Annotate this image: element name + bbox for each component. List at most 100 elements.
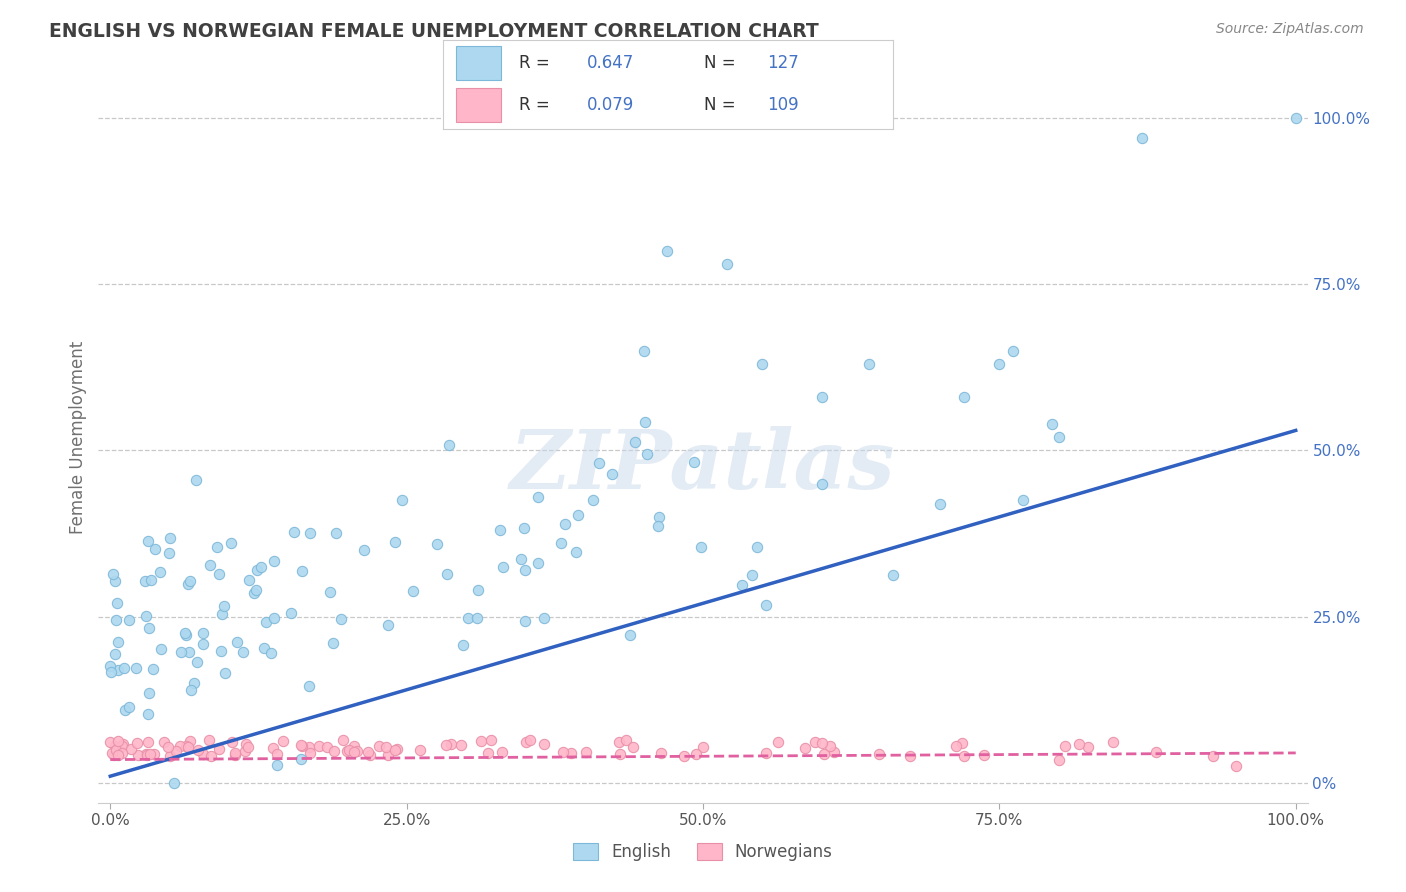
Point <box>291 564 314 578</box>
Point <box>467 611 489 625</box>
Point <box>163 776 186 790</box>
Point <box>107 734 129 748</box>
Point <box>157 546 180 560</box>
Point <box>153 734 176 748</box>
Point <box>177 739 200 754</box>
Point <box>107 595 129 609</box>
Point <box>224 747 246 762</box>
Point <box>385 742 408 756</box>
Point <box>107 748 129 763</box>
Point <box>519 733 541 747</box>
Point <box>513 521 536 535</box>
Point <box>359 748 381 763</box>
Point <box>224 746 246 760</box>
Point <box>1001 343 1024 358</box>
Point <box>1285 111 1308 125</box>
Point <box>479 732 502 747</box>
Point <box>184 473 207 487</box>
Y-axis label: Female Unemployment: Female Unemployment <box>69 341 87 533</box>
Point <box>367 739 389 754</box>
Text: 127: 127 <box>766 54 799 72</box>
Point <box>107 663 129 677</box>
Point <box>575 745 598 759</box>
Point <box>290 751 312 765</box>
Point <box>554 516 576 531</box>
Point <box>290 739 312 754</box>
Point <box>238 573 260 587</box>
Point <box>236 739 259 754</box>
Point <box>343 739 366 753</box>
Point <box>193 625 215 640</box>
Text: R =: R = <box>519 54 555 72</box>
Legend: English, Norwegians: English, Norwegians <box>567 836 839 868</box>
Point <box>491 745 513 759</box>
Point <box>1012 493 1035 508</box>
Point <box>179 574 201 588</box>
Point <box>692 740 714 755</box>
Point <box>1047 753 1070 767</box>
Point <box>457 611 479 625</box>
Point <box>614 733 637 747</box>
Point <box>260 646 283 660</box>
Point <box>107 635 129 649</box>
Point <box>633 343 655 358</box>
Point <box>212 599 235 613</box>
Point <box>138 621 160 635</box>
Point <box>219 536 242 550</box>
Point <box>1069 737 1091 751</box>
Point <box>391 493 413 508</box>
Point <box>186 655 208 669</box>
Point <box>245 582 267 597</box>
Point <box>105 743 128 757</box>
Point <box>973 747 995 762</box>
Point <box>165 744 187 758</box>
Point <box>232 645 254 659</box>
Point <box>142 662 165 676</box>
Point <box>308 739 330 753</box>
Point <box>477 746 499 760</box>
Point <box>357 745 380 759</box>
Point <box>426 537 449 551</box>
Point <box>169 739 191 753</box>
Text: ENGLISH VS NORWEGIAN FEMALE UNEMPLOYMENT CORRELATION CHART: ENGLISH VS NORWEGIAN FEMALE UNEMPLOYMENT… <box>49 22 818 41</box>
Point <box>136 735 159 749</box>
Point <box>1225 759 1247 773</box>
Point <box>810 476 832 491</box>
Point <box>868 747 890 761</box>
Point <box>100 665 122 680</box>
Point <box>353 543 375 558</box>
Text: 109: 109 <box>766 96 799 114</box>
Point <box>149 565 172 579</box>
Point <box>650 746 672 760</box>
Point <box>105 613 128 627</box>
Point <box>600 467 623 482</box>
Point <box>332 732 354 747</box>
Point <box>138 685 160 699</box>
Point <box>235 737 257 751</box>
Text: R =: R = <box>519 96 555 114</box>
Point <box>1102 735 1125 749</box>
Point <box>685 747 707 762</box>
Point <box>319 585 342 599</box>
Point <box>290 739 312 753</box>
Point <box>138 747 160 761</box>
Point <box>138 706 160 721</box>
Point <box>101 746 124 760</box>
Point <box>180 683 202 698</box>
Point <box>205 541 228 555</box>
Point <box>683 455 706 469</box>
Point <box>755 598 778 612</box>
Point <box>103 648 125 662</box>
Point <box>104 574 127 588</box>
Point <box>337 742 360 756</box>
Point <box>114 703 136 717</box>
Point <box>262 740 284 755</box>
Point <box>470 733 492 747</box>
Point <box>567 508 589 522</box>
Point <box>174 739 197 753</box>
Point <box>607 735 630 749</box>
Point <box>533 737 555 751</box>
Point <box>243 585 266 599</box>
Point <box>489 523 512 537</box>
Point <box>266 747 288 761</box>
